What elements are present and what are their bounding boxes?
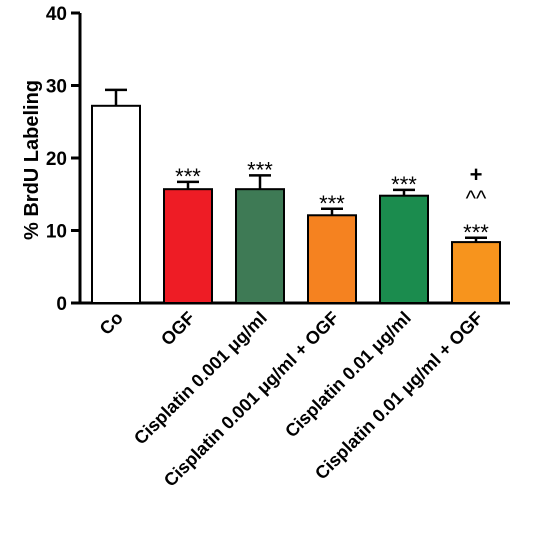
significance-label: ^^ [466,186,487,211]
significance-label: *** [247,157,273,182]
bar [307,214,357,304]
x-category-label: OGF [157,308,199,350]
y-tick-label: 0 [56,294,67,315]
y-tick-labels: 0 10 20 30 40 [46,4,67,315]
bar [235,188,285,304]
x-category-label: Co [96,308,127,339]
significance-label: *** [463,220,489,245]
error-bars [105,88,487,243]
significance-label: *** [391,172,417,197]
y-tick-label: 40 [46,4,67,25]
bar [379,194,429,304]
significance-annotations: *** *** *** *** *** ^^+ [175,157,489,244]
x-category-label: Cisplatin 0.01 μg/ml [281,308,415,442]
y-tick-label: 30 [46,77,67,98]
y-axis-label: % BrdU Labeling [21,80,43,240]
axes [71,11,510,305]
significance-label: *** [319,191,345,216]
y-tick-label: 20 [46,149,67,170]
x-category-label: Cisplatin 0.001 μg/ml [130,308,271,449]
bar [91,104,141,304]
bars [91,104,501,305]
significance-label: *** [175,164,201,189]
bar [451,241,501,305]
significance-label: + [470,162,483,187]
bar [163,188,213,304]
y-tick-label: 10 [46,222,67,243]
